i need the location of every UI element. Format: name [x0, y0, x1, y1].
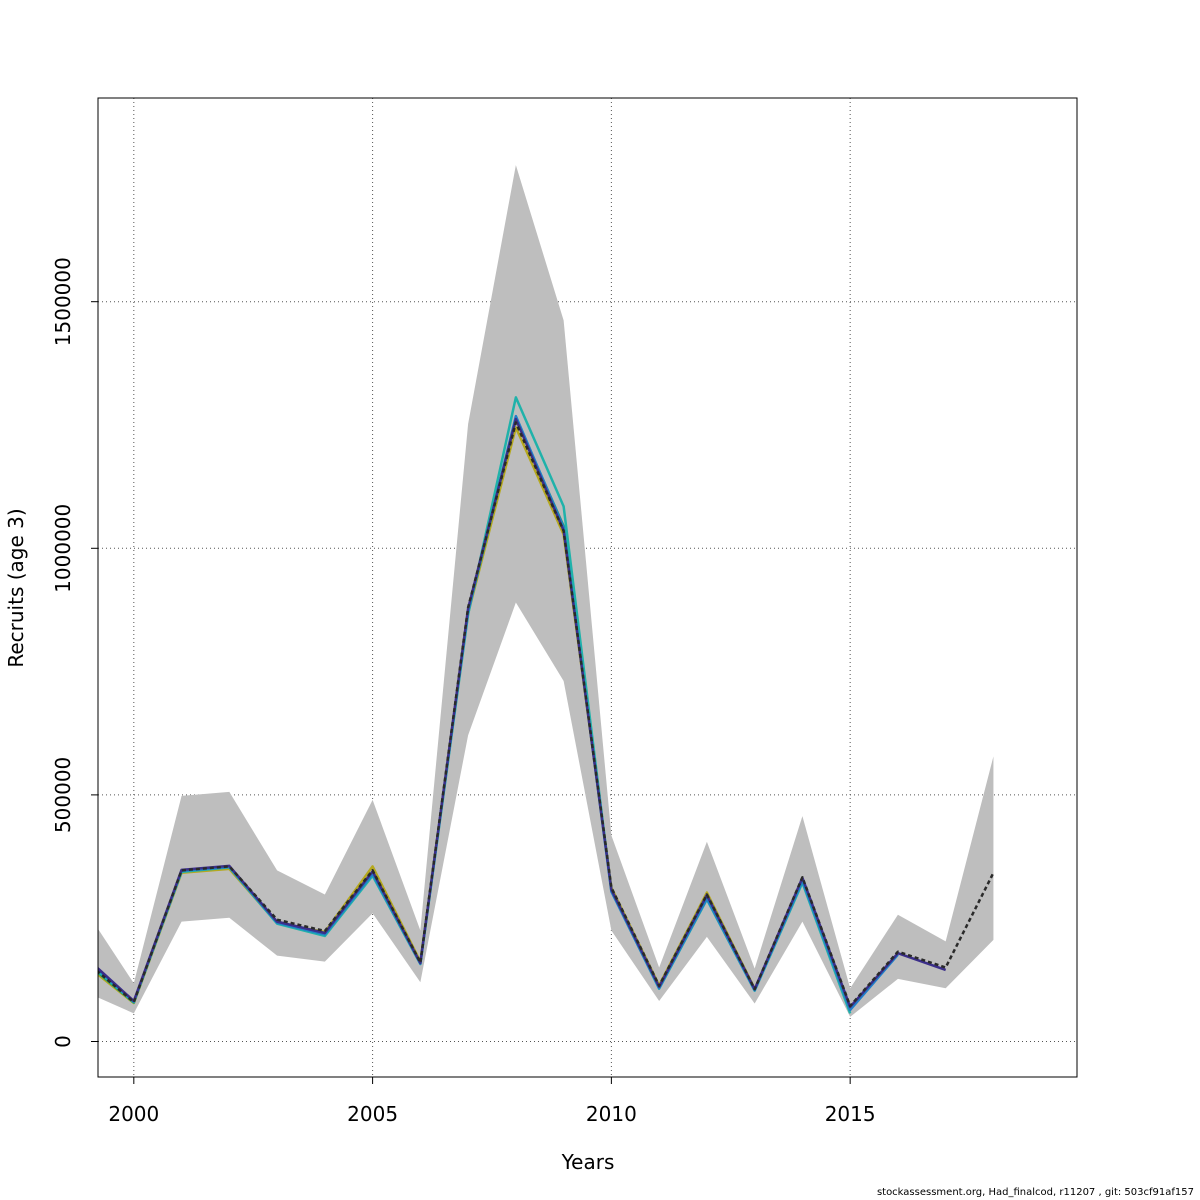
x-tick-label-2005: 2005	[347, 1102, 398, 1126]
x-tick-label-2010: 2010	[586, 1102, 637, 1126]
series-line-1	[98, 421, 995, 1008]
x-tick-label-2000: 2000	[108, 1102, 159, 1126]
confidence-band	[98, 165, 994, 1017]
confidence-band-layer	[98, 165, 994, 1017]
y-tick-label-1000000: 1000000	[51, 504, 75, 593]
y-axis-title: Recruits (age 3)	[4, 508, 28, 667]
plot-frame	[97, 97, 1078, 1078]
x-axis: 2000 2005 2010 2015	[108, 1077, 876, 1126]
x-axis-title: Years	[561, 1150, 615, 1174]
y-axis: 0 500000 1000000 1500000	[51, 257, 98, 1048]
footer-credit: stockassessment.org, Had_finalcod, r1120…	[876, 1187, 1194, 1198]
y-tick-label-0: 0	[51, 1035, 75, 1048]
x-tick-label-2015: 2015	[825, 1102, 876, 1126]
y-tick-label-1500000: 1500000	[51, 257, 75, 346]
y-tick-label-500000: 500000	[51, 757, 75, 833]
series-layer	[98, 396, 995, 1014]
